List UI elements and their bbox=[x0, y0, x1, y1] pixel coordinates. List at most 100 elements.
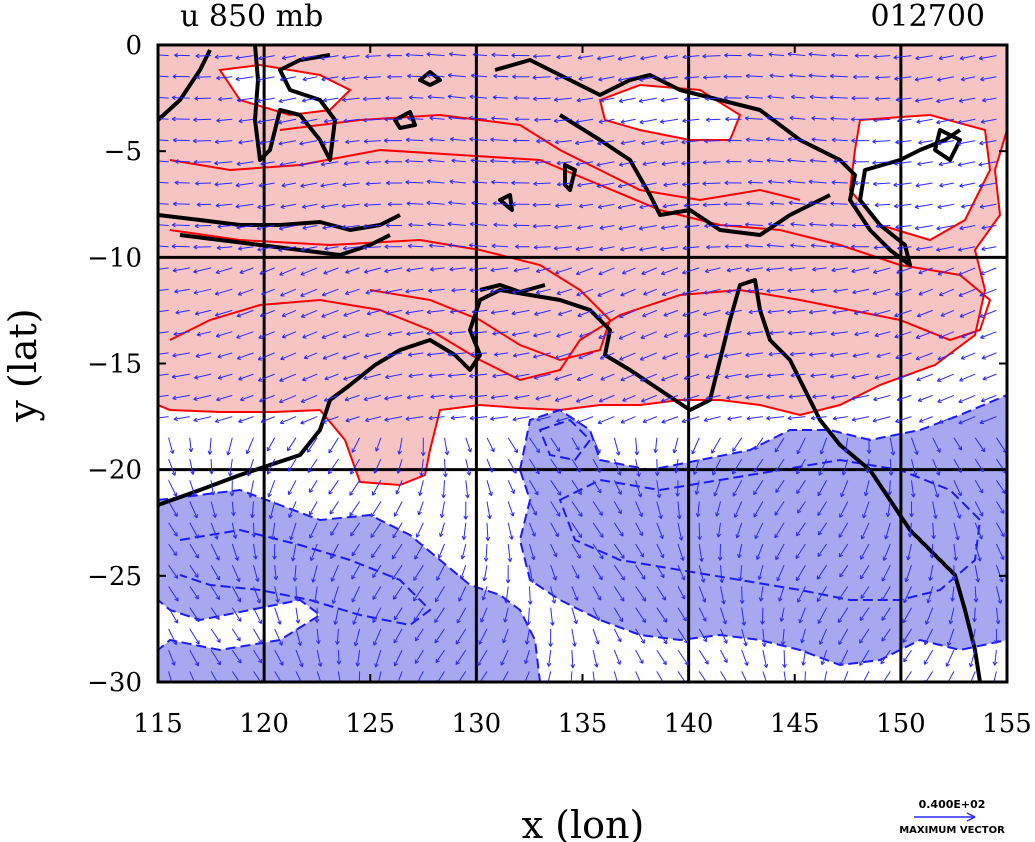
wind-vector bbox=[677, 543, 685, 562]
wind-vector bbox=[745, 352, 763, 358]
wind-vector bbox=[570, 671, 573, 682]
wind-vector bbox=[928, 565, 934, 582]
x-axis-label: x (lon) bbox=[522, 803, 645, 842]
wind-vector bbox=[753, 480, 764, 496]
wind-vector bbox=[723, 74, 742, 79]
wind-vector bbox=[677, 586, 686, 600]
wind-vector bbox=[703, 75, 721, 80]
wind-vector bbox=[881, 564, 891, 582]
wind-vector bbox=[959, 55, 976, 61]
wind-vector bbox=[461, 522, 467, 540]
wind-vector bbox=[321, 309, 339, 318]
wind-vector bbox=[281, 331, 297, 339]
wind-vector bbox=[447, 221, 466, 227]
wind-vector bbox=[532, 202, 551, 208]
wind-vector bbox=[358, 671, 361, 682]
wind-vector bbox=[274, 607, 282, 625]
wind-vector bbox=[640, 394, 657, 403]
wind-vector bbox=[196, 202, 212, 207]
wind-vector bbox=[600, 373, 615, 381]
wind-vector bbox=[486, 501, 492, 520]
wind-vector bbox=[903, 649, 912, 663]
wind-vector bbox=[796, 458, 806, 475]
wind-vector bbox=[428, 415, 445, 421]
wind-vector bbox=[592, 586, 602, 601]
wind-vector bbox=[788, 266, 806, 272]
wind-vector bbox=[790, 94, 806, 100]
wind-vector bbox=[972, 607, 977, 623]
wind-vector bbox=[577, 309, 594, 318]
wind-vector bbox=[769, 200, 785, 206]
wind-vector bbox=[216, 245, 233, 251]
wind-vector bbox=[915, 97, 933, 103]
wind-vector bbox=[171, 116, 190, 122]
wind-vector bbox=[800, 628, 806, 644]
wind-vector bbox=[168, 522, 178, 537]
wind-vector bbox=[895, 224, 912, 230]
wind-vector bbox=[550, 437, 561, 452]
wind-vector bbox=[486, 437, 495, 453]
wind-vector bbox=[408, 222, 424, 228]
wind-vector bbox=[656, 649, 667, 666]
wind-vector bbox=[744, 94, 763, 100]
wind-vector bbox=[620, 288, 636, 297]
wind-vector bbox=[958, 416, 976, 425]
wind-vector bbox=[299, 140, 318, 146]
wind-vector bbox=[917, 161, 933, 167]
wind-vector bbox=[414, 543, 424, 560]
wind-vector bbox=[895, 97, 912, 102]
wind-vector bbox=[189, 564, 199, 578]
wind-vector bbox=[974, 522, 983, 540]
wind-vector bbox=[810, 373, 827, 378]
wind-vector bbox=[373, 628, 382, 646]
wind-vector bbox=[795, 543, 806, 560]
wind-vector bbox=[279, 416, 297, 425]
wind-vector bbox=[302, 225, 318, 230]
wind-vector bbox=[635, 458, 641, 478]
wind-vector bbox=[938, 161, 954, 167]
wind-vector bbox=[776, 565, 785, 582]
wind-vector bbox=[875, 75, 891, 80]
wind-vector bbox=[556, 416, 573, 423]
wind-vector bbox=[706, 244, 721, 250]
wind-vector bbox=[576, 97, 594, 103]
wind-vector bbox=[371, 543, 382, 559]
wind-vector bbox=[950, 586, 955, 602]
wind-vector bbox=[512, 352, 530, 358]
wind-vector bbox=[640, 182, 657, 188]
wind-vector bbox=[324, 246, 339, 251]
wind-vector bbox=[617, 203, 636, 210]
wind-vector bbox=[210, 564, 221, 581]
wind-vector bbox=[195, 53, 212, 59]
wind-vector bbox=[168, 501, 178, 517]
wind-vector bbox=[571, 564, 580, 579]
wind-vector bbox=[342, 54, 360, 60]
wind-vector bbox=[698, 586, 707, 603]
negative-contour-inner-3 bbox=[538, 418, 592, 462]
wind-vector bbox=[469, 267, 488, 272]
wind-vector bbox=[796, 480, 806, 495]
wind-vector bbox=[478, 628, 488, 645]
wind-vector bbox=[960, 76, 976, 82]
wind-vector bbox=[556, 181, 572, 187]
wind-vector bbox=[675, 480, 680, 497]
wind-vector bbox=[414, 628, 424, 642]
wind-vector bbox=[895, 139, 912, 145]
wind-vector bbox=[472, 52, 488, 58]
wind-vector bbox=[596, 161, 615, 167]
wind-vector bbox=[745, 137, 763, 143]
wind-vector bbox=[490, 137, 509, 143]
wind-vector bbox=[873, 245, 891, 250]
wind-vector bbox=[808, 309, 827, 315]
wind-vector bbox=[320, 203, 339, 209]
wind-vector bbox=[406, 267, 424, 273]
wind-vector bbox=[442, 459, 448, 478]
wind-vector bbox=[817, 480, 828, 497]
wind-vector bbox=[303, 352, 318, 360]
wind-vector bbox=[957, 140, 976, 146]
wind-vector bbox=[682, 118, 700, 124]
wind-vector bbox=[428, 243, 445, 249]
wind-vector bbox=[514, 373, 530, 379]
wind-vector bbox=[638, 225, 657, 231]
